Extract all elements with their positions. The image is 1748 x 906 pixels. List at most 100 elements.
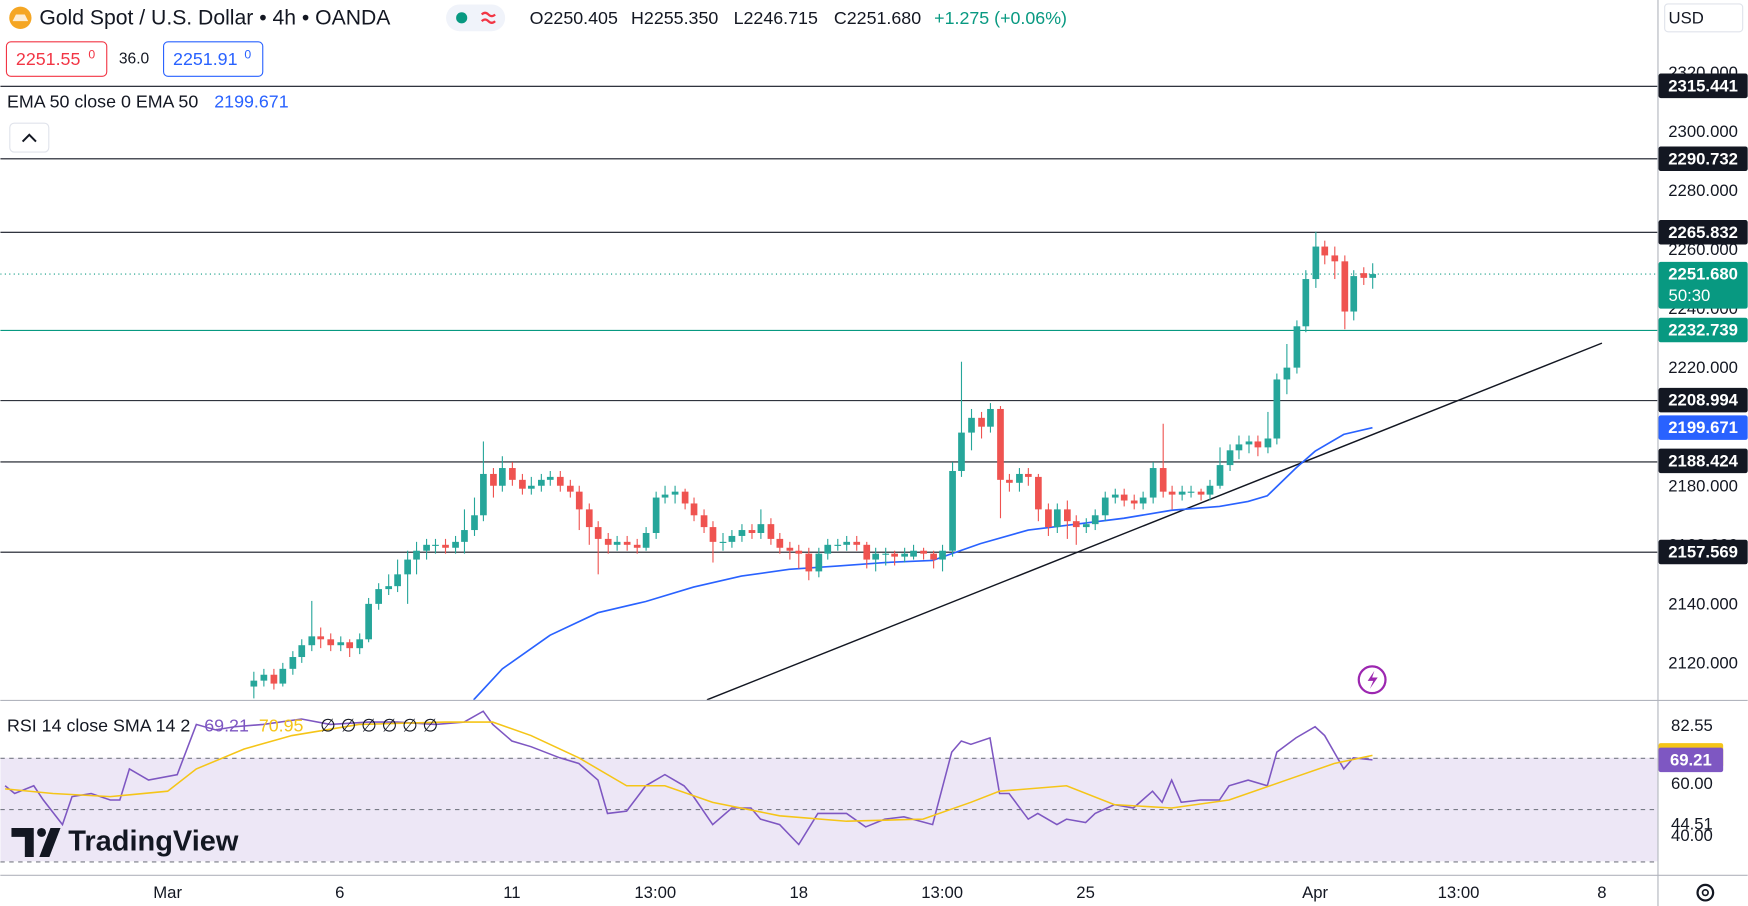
candle-body [815,553,823,572]
candle-body [490,473,497,486]
rsi-legend: RSI 14 close SMA 14 2 69.21 70.95 ∅ ∅ ∅ … [7,715,438,735]
ema-legend-value: 2199.671 [214,91,288,111]
candle-body [1302,279,1310,327]
level-box [1658,387,1748,413]
support-label: 2232.739 [1668,321,1738,340]
candle-body [509,468,516,480]
candle-body [719,541,727,543]
level-box [1658,146,1748,172]
buy-price: 2251.91 [173,49,238,69]
candle-body [824,544,832,554]
candle-body [910,550,917,557]
candle-body [1072,521,1080,528]
candle-body [1082,524,1090,528]
collapse-button[interactable] [9,122,50,153]
candle-body [805,553,813,572]
candle-body [527,485,535,489]
support-box [1658,317,1748,343]
candle-body [872,553,880,560]
rsi-value-box [1658,747,1724,773]
candle-body [594,527,602,539]
ema-legend: EMA 50 close 0 EMA 50 [7,91,198,111]
candle-body [1197,491,1205,495]
candle-body [661,494,669,498]
x-tick-label: Mar [153,883,182,902]
sell-button[interactable] [5,41,108,77]
candle-body [1312,246,1320,280]
logo-text: TradingView [68,825,239,857]
candle-body [738,530,746,536]
currency: USD [1669,8,1704,27]
logo-slash [39,827,61,857]
candle-body [250,680,258,687]
countdown-label: 50:30 [1669,286,1711,305]
rsi-tick-label: 40.00 [1671,826,1713,845]
level-label: 2290.732 [1668,149,1738,168]
event-bolt [1367,670,1378,689]
candle-body [270,674,278,684]
candle-body [1091,515,1099,525]
level-box [1658,539,1748,565]
candle-body [709,527,717,542]
candle-body [1254,441,1262,448]
rsi-legend-label: RSI 14 close SMA 14 2 [7,715,190,735]
candle-body [461,530,468,542]
settings-icon[interactable] [1696,883,1715,902]
price-pane [0,85,1658,700]
event-icon[interactable] [1357,665,1387,695]
candle-body [1053,509,1061,528]
candle-body [1341,261,1349,312]
ohlc-close: C2251.680 [834,8,921,28]
rsi-tick-label: 44.51 [1671,814,1713,833]
candle-body [519,479,526,489]
candle-body [298,645,306,658]
candle-body [748,530,756,533]
candle-body [949,470,956,551]
candle-body [834,544,842,546]
candle-body [471,515,478,531]
ohlc-high: H2255.350 [631,8,718,28]
candle-body [279,668,287,684]
candle-body [891,553,898,557]
ohlc-open: O2250.405 [530,8,618,28]
candle-body [1216,465,1224,486]
candle-body [613,541,621,545]
candle-body [538,479,545,486]
buy-button[interactable] [163,41,264,77]
candle-body [863,544,871,560]
x-tick-label: 13:00 [921,883,963,902]
candle-body [843,541,851,545]
candle-body [385,586,393,590]
candle-body [375,589,382,604]
candle-body [757,524,765,533]
candle-body [1120,494,1128,501]
x-tick-label: 18 [789,883,808,902]
candle-body [642,532,650,548]
candle-body [585,509,593,528]
candle-body [1187,491,1195,493]
level-label: 2157.569 [1668,542,1738,561]
candle-body [767,524,775,539]
x-tick-label: 13:00 [1438,883,1480,902]
y-tick-label: 2300.000 [1668,122,1738,141]
candle-body [404,559,411,575]
candle-body [308,636,316,646]
candle-body [978,417,985,427]
candle-body [1273,379,1281,439]
candle-body [413,550,420,560]
y-tick-label: 2180.000 [1668,476,1738,495]
candle-body [365,603,372,640]
trendline [706,342,1603,700]
spread: 36.0 [119,51,150,68]
candle-body [930,553,937,560]
x-tick-label: Apr [1302,883,1328,902]
currency-button[interactable] [1664,3,1744,33]
candle-body [1149,468,1157,498]
axis-layer: Mar 6 11 13:00 18 13:00 25 Apr 13:00 8 2120.000 214… [153,63,1748,902]
status-pill[interactable] [446,4,506,32]
candle-body [920,550,927,554]
candle-body [1045,509,1052,528]
sell-pip: 0 [88,48,95,62]
